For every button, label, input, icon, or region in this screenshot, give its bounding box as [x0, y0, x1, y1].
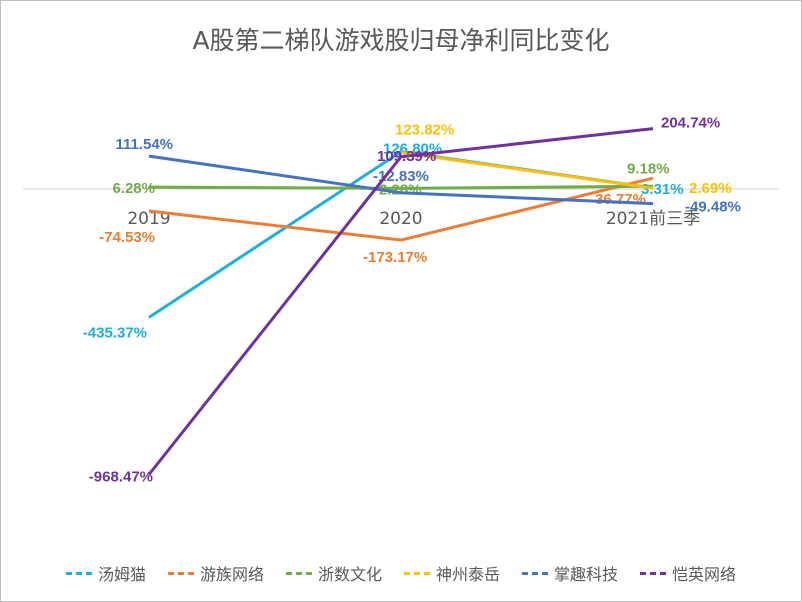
legend-label: 掌趣科技	[554, 565, 619, 584]
legend-item: 掌趣科技	[522, 561, 618, 585]
data-label: 9.18%	[627, 160, 670, 177]
series-line-4	[400, 151, 654, 190]
data-label: 6.28%	[112, 180, 155, 197]
data-label: 123.82%	[395, 121, 454, 138]
legend-item: 游族网络	[167, 561, 264, 585]
legend-label: 汤姆猫	[97, 565, 146, 584]
legend-label: 神州泰岳	[436, 565, 501, 584]
x-tick-label: 2019	[127, 209, 170, 229]
legend-item: 恺英网络	[640, 561, 736, 585]
legend-item: 汤姆猫	[65, 561, 146, 585]
legend-label: 浙数文化	[317, 565, 382, 584]
data-label: 111.54%	[115, 136, 173, 153]
legend-item: 神州泰岳	[404, 561, 500, 585]
series-line-3	[148, 184, 654, 190]
legend-swatch	[167, 571, 194, 575]
data-label: 2.69%	[689, 180, 732, 197]
data-label: -74.53%	[99, 229, 155, 246]
legend-item: 浙数文化	[285, 561, 382, 585]
legend-swatch	[65, 571, 92, 575]
data-label: 3.31%	[641, 181, 684, 198]
chart-title: A股第二梯队游戏股归母净利同比变化	[192, 26, 610, 55]
legend-label: 恺英网络	[672, 565, 737, 584]
legend-swatch	[640, 571, 667, 575]
data-label: -968.47%	[89, 469, 153, 486]
x-tick-label: 2020	[379, 209, 422, 229]
series-line-5	[148, 154, 654, 206]
legend-swatch	[285, 571, 312, 575]
series-line-6	[147, 127, 654, 476]
data-label: -49.48%	[685, 199, 741, 216]
legend-swatch	[522, 571, 549, 575]
data-label: -435.37%	[83, 324, 147, 341]
x-tick-label: 2021前三季	[606, 209, 700, 229]
data-label: 204.74%	[661, 115, 720, 132]
data-label: 36.77%	[595, 191, 646, 208]
chart-legend: 汤姆猫 游族网络 浙数文化 神州泰岳 掌趣科技 恺英网络	[1, 561, 801, 585]
legend-label: 游族网络	[199, 565, 264, 584]
data-label: 109.39%	[377, 148, 436, 165]
data-label: -173.17%	[363, 249, 427, 266]
legend-swatch	[404, 571, 430, 575]
